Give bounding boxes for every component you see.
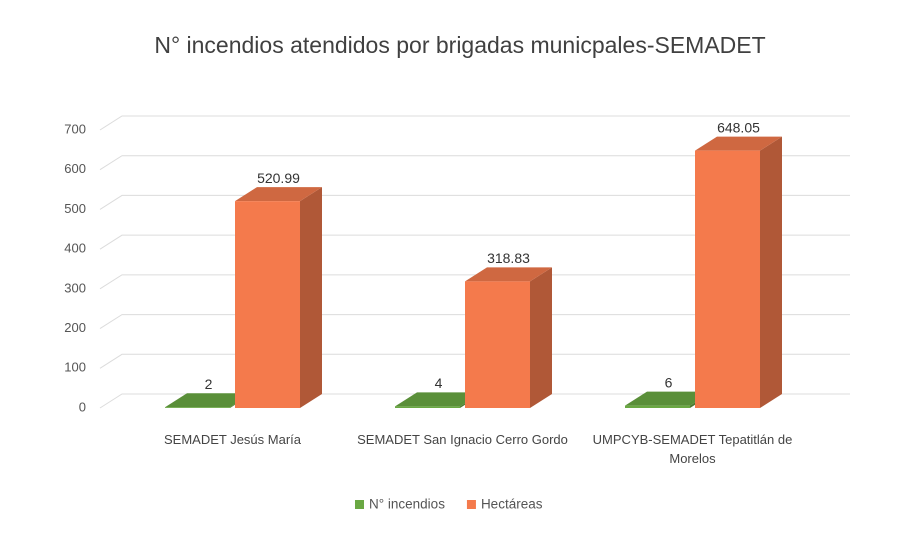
x-tick-label: SEMADET San Ignacio Cerro Gordo	[357, 432, 568, 447]
grid-line	[99, 393, 850, 409]
bar-front	[695, 150, 760, 408]
bar-front	[625, 405, 690, 408]
x-tick-label: UMPCYB-SEMADET Tepatitlán de Morelos	[592, 432, 793, 466]
data-label: 318.83	[487, 250, 530, 266]
bar	[235, 187, 322, 408]
grid-line	[99, 194, 850, 210]
bar-front	[465, 281, 530, 408]
y-tick-label: 300	[64, 280, 86, 295]
y-tick-label: 400	[64, 241, 86, 256]
x-tick-label: SEMADET Jesús María	[163, 432, 302, 447]
data-label: 4	[435, 375, 443, 391]
legend-label: N° incendios	[369, 497, 445, 512]
data-label: 520.99	[257, 170, 300, 186]
bar	[695, 136, 782, 408]
legend-swatch	[355, 500, 364, 509]
bar-top	[625, 391, 712, 406]
grid-line	[99, 115, 850, 131]
grid-line	[99, 234, 850, 250]
bar	[465, 267, 552, 408]
bar-top	[235, 187, 322, 202]
data-label: 648.05	[717, 119, 760, 135]
y-tick-label: 200	[64, 320, 86, 335]
bar-side	[760, 136, 782, 408]
y-tick-label: 700	[64, 121, 86, 136]
y-tick-label: 0	[79, 399, 86, 414]
legend-swatch	[466, 500, 476, 509]
bar-front	[395, 406, 460, 408]
grid-line	[99, 155, 850, 171]
data-label: 6	[665, 374, 673, 390]
chart-title: N° incendios atendidos por brigadas muni…	[154, 32, 765, 58]
bar-top	[465, 267, 552, 282]
data-label: 2	[205, 376, 213, 392]
bar-top	[395, 392, 482, 407]
y-tick-label: 500	[64, 201, 86, 216]
grid-line	[99, 274, 850, 290]
bar-top	[695, 136, 782, 151]
bar-front	[165, 407, 230, 408]
bar-side	[530, 267, 552, 408]
grid-line	[99, 314, 850, 329]
y-tick-label: 100	[64, 360, 86, 375]
bar-side	[300, 187, 322, 408]
y-tick-label: 600	[64, 161, 86, 176]
bar-front	[235, 201, 300, 408]
legend-label: Hectáreas	[481, 497, 543, 512]
bar-top	[165, 393, 252, 408]
grid-line	[99, 353, 850, 369]
